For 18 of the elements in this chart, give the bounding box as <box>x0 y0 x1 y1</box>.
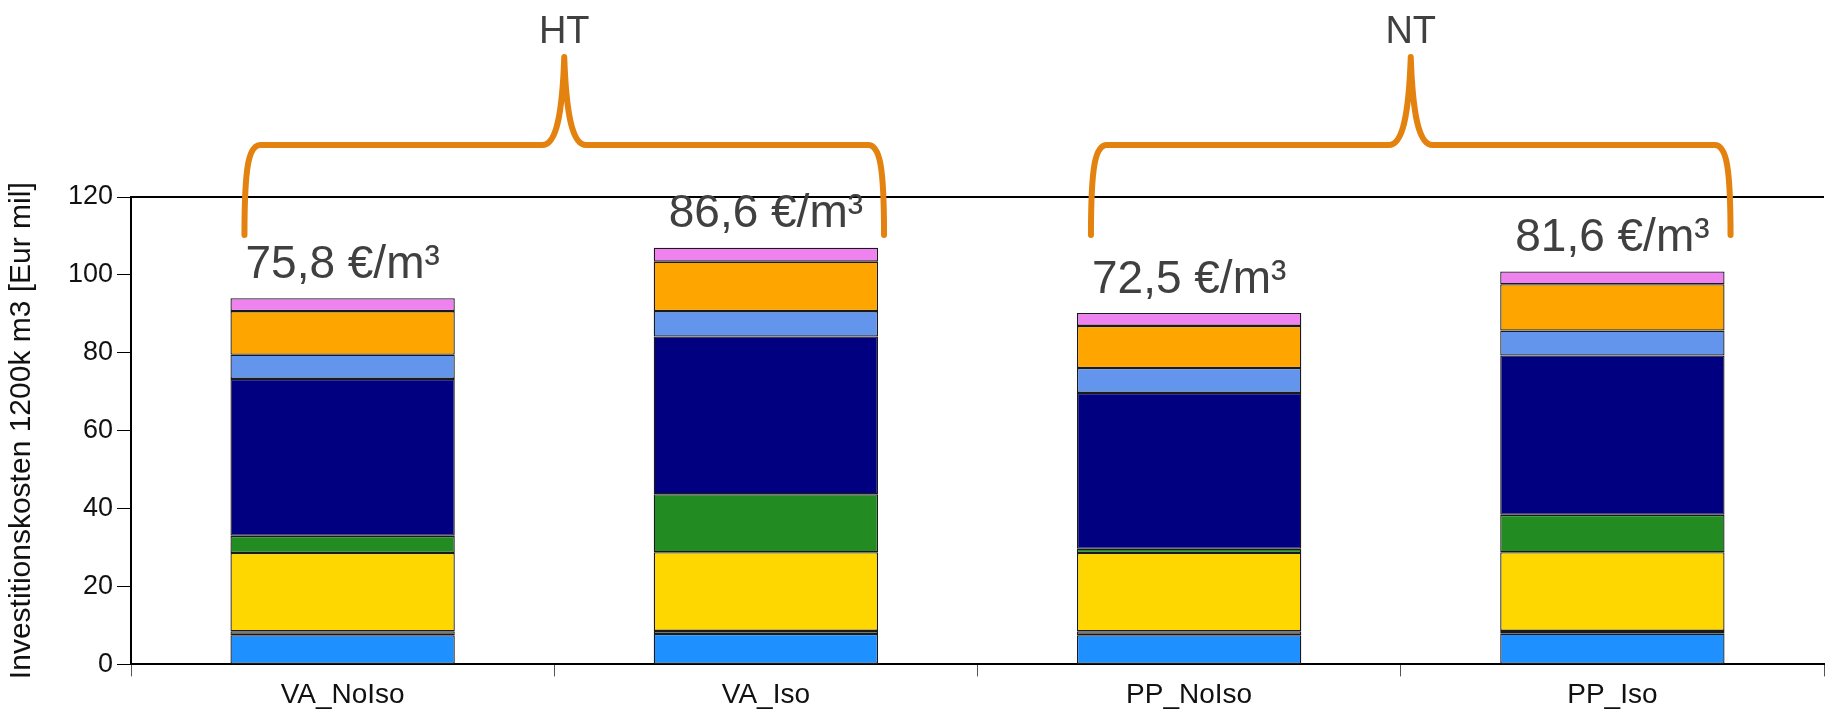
x-tick-label: VA_Iso <box>721 677 810 709</box>
annotation: 81,6 €/m³ <box>1515 209 1710 262</box>
y-tick-label: 0 <box>97 647 113 678</box>
y-axis-title: Investitionskosten 1200k m3 [Eur mil] <box>3 182 37 680</box>
x-tick-label: PP_NoIso <box>1126 677 1253 709</box>
y-tick-label: 80 <box>82 336 113 367</box>
x-tick-label: VA_NoIso <box>280 677 405 709</box>
y-tick-label: 40 <box>82 492 113 523</box>
y-tick-label: 120 <box>67 180 113 211</box>
annotation: 86,6 €/m³ <box>668 185 864 238</box>
x-tick-label: PP_Iso <box>1567 677 1658 709</box>
annotation: 75,8 €/m³ <box>245 235 440 288</box>
y-tick-label: 20 <box>82 569 113 600</box>
text: HT <box>538 9 590 52</box>
annotation: 72,5 €/m³ <box>1091 250 1287 303</box>
y-tick-label: 60 <box>82 414 113 445</box>
y-tick-label: 100 <box>67 258 113 289</box>
text: NT <box>1385 9 1437 52</box>
